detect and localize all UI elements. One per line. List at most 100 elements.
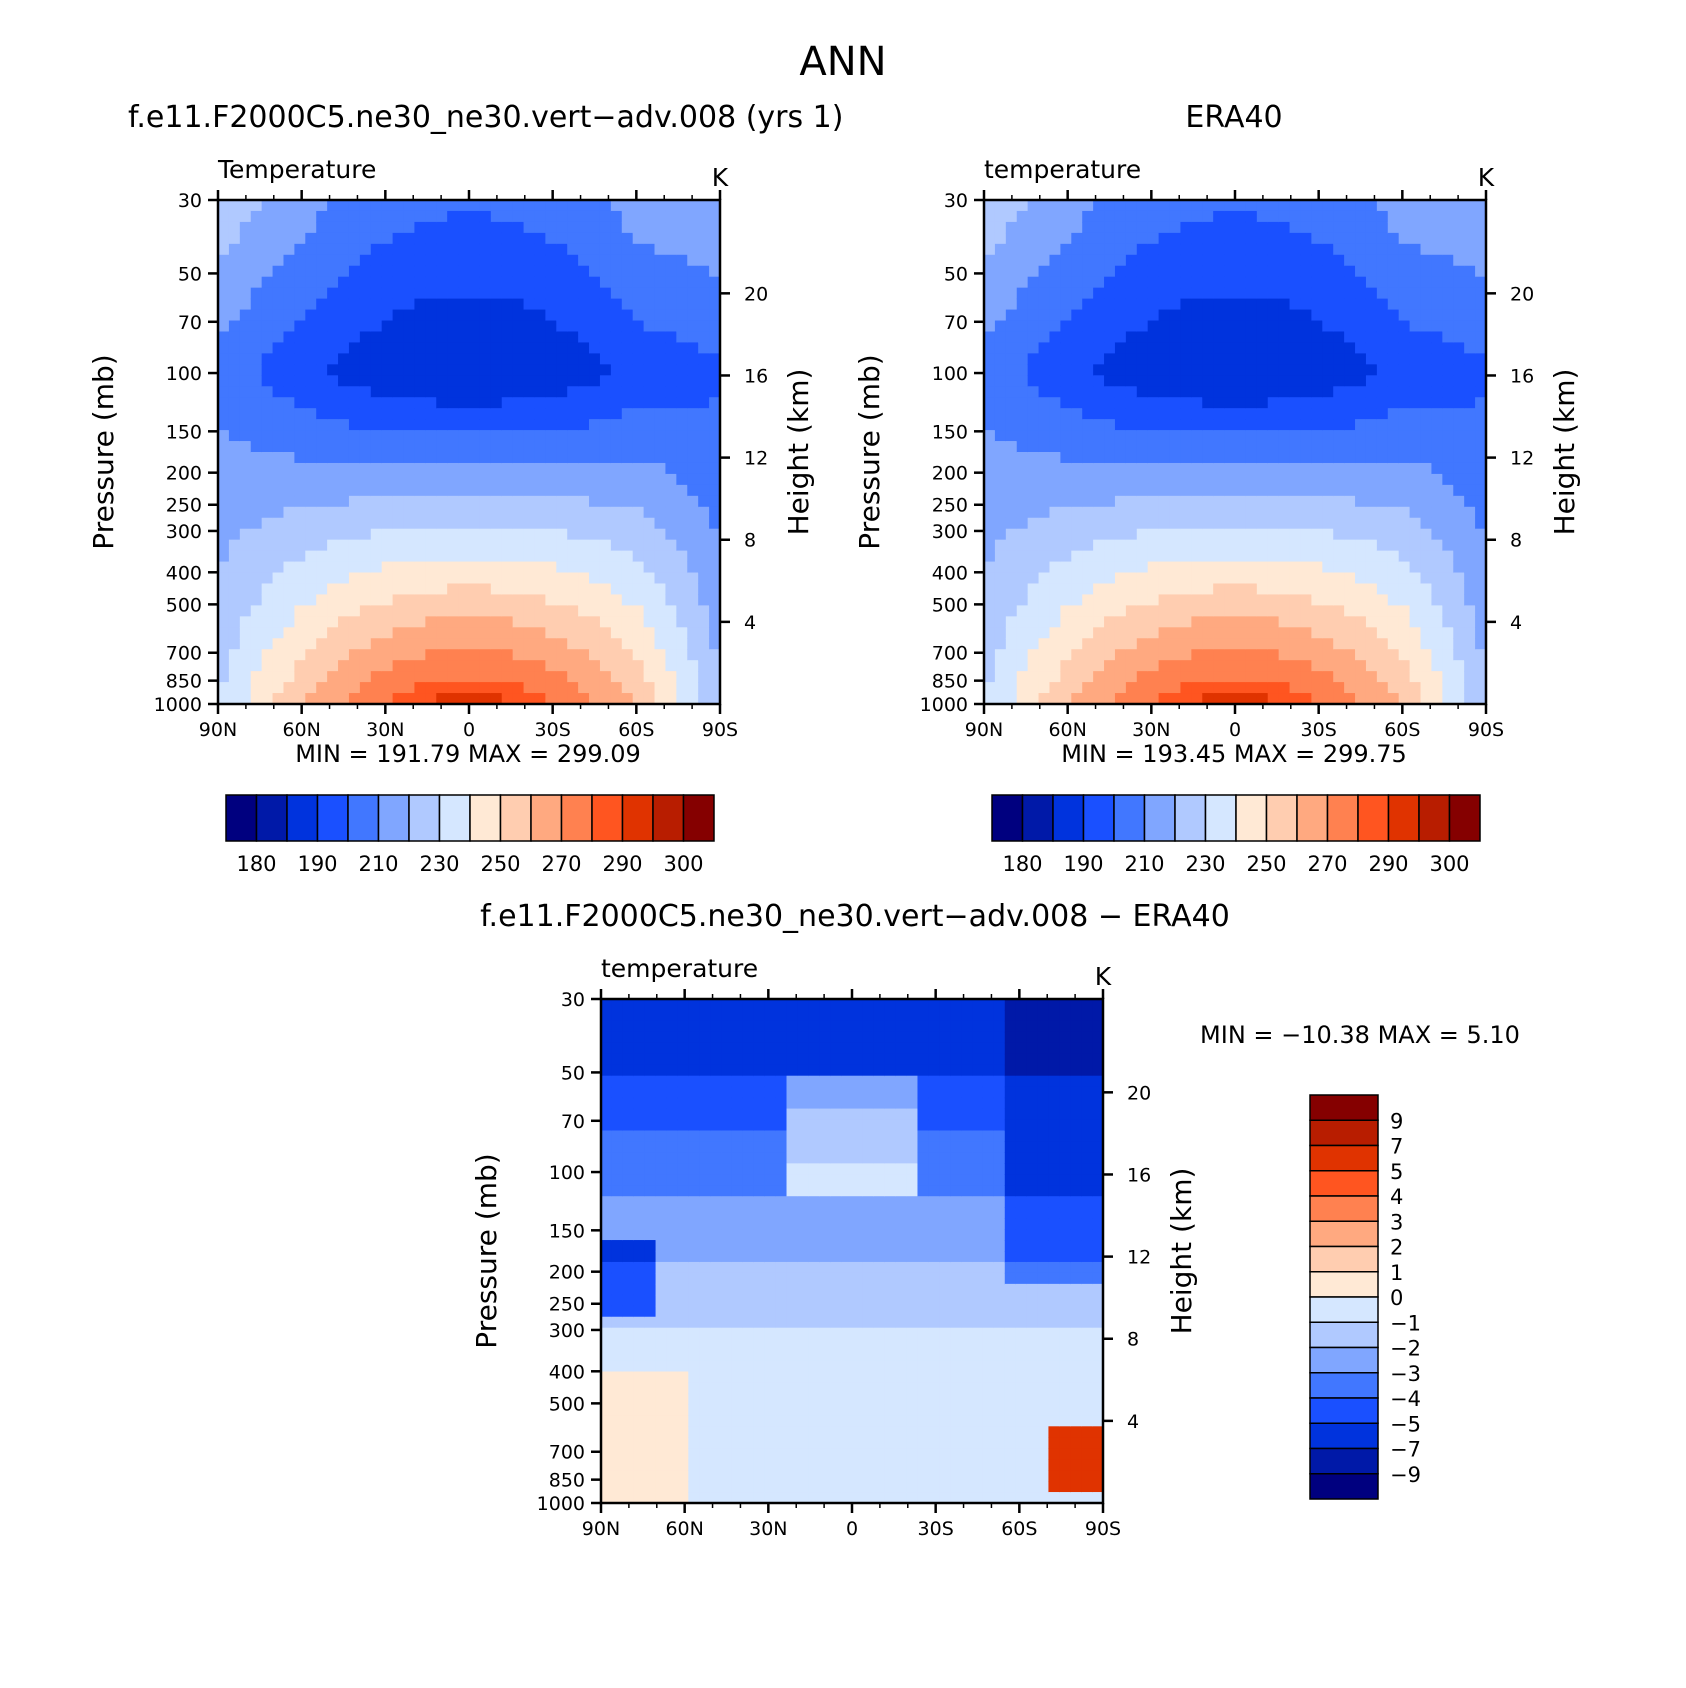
contour-cell xyxy=(1322,408,1334,420)
contour-cell xyxy=(1027,682,1040,694)
contour-cell xyxy=(699,1459,711,1471)
contour-cell xyxy=(1147,254,1160,267)
contour-cell xyxy=(1311,539,1323,552)
contour-cell xyxy=(501,364,514,376)
contour-cell xyxy=(676,561,688,574)
contour-cell xyxy=(1104,265,1116,278)
contour-cell xyxy=(1442,539,1454,552)
colorbar-label: 230 xyxy=(1185,852,1225,876)
contour-cell xyxy=(403,331,416,344)
contour-cell xyxy=(272,638,285,650)
contour-cell xyxy=(1060,539,1072,552)
contour-cell xyxy=(447,309,459,322)
contour-cell xyxy=(316,265,328,278)
colorbar-swatch xyxy=(1448,794,1481,842)
contour-cell xyxy=(1093,243,1105,256)
contour-cell xyxy=(261,649,274,661)
contour-cell xyxy=(611,1174,624,1186)
contour-cell xyxy=(1256,265,1269,278)
contour-cell xyxy=(1125,309,1138,322)
contour-cell xyxy=(1278,309,1291,322)
contour-cell xyxy=(534,265,546,278)
contour-cell xyxy=(1333,375,1345,387)
contour-cell xyxy=(1256,462,1269,475)
contour-cell xyxy=(1256,342,1269,354)
contour-cell xyxy=(1398,386,1411,398)
contour-cell xyxy=(272,243,285,256)
contour-cell xyxy=(1038,309,1051,322)
contour-cell xyxy=(501,243,514,256)
contour-cell xyxy=(1376,243,1389,256)
contour-cell xyxy=(239,550,252,563)
contour-cell xyxy=(1453,276,1465,289)
contour-cell xyxy=(632,353,645,365)
contour-cell xyxy=(1322,462,1334,475)
contour-cell xyxy=(447,462,459,475)
contour-cell xyxy=(1409,232,1422,245)
contour-cell xyxy=(699,1371,711,1384)
contour-cell xyxy=(1245,210,1258,223)
contour-cell xyxy=(1365,331,1378,344)
contour-cell xyxy=(1464,495,1476,508)
contour-cell xyxy=(316,276,328,289)
colorbar-label: 190 xyxy=(297,852,337,876)
contour-cell xyxy=(381,243,394,256)
contour-cell xyxy=(1420,221,1433,234)
contour-cell xyxy=(305,517,317,530)
contour-cell xyxy=(1104,364,1116,376)
contour-cell xyxy=(1267,671,1280,683)
contour-cell xyxy=(621,243,634,256)
contour-cell xyxy=(676,649,688,661)
contour-cell xyxy=(414,254,426,267)
contour-cell xyxy=(414,265,426,278)
contour-cell xyxy=(984,276,996,289)
contour-cell xyxy=(698,452,710,464)
contour-cell xyxy=(1082,276,1094,289)
contour-cell xyxy=(632,660,645,672)
contour-cell xyxy=(1475,408,1487,420)
contour-cell xyxy=(632,583,645,596)
contour-cell xyxy=(523,210,536,223)
contour-cell xyxy=(316,353,328,365)
contour-cell xyxy=(556,583,568,596)
contour-cell xyxy=(250,375,263,387)
contour-cell xyxy=(1038,539,1051,552)
contour-cell xyxy=(512,671,525,683)
contour-cell xyxy=(633,1283,646,1296)
contour-cell xyxy=(403,265,416,278)
contour-cell xyxy=(578,495,590,508)
contour-cell xyxy=(1267,583,1280,596)
contour-cell xyxy=(1442,430,1454,442)
contour-cell xyxy=(1333,386,1345,398)
contour-cell xyxy=(611,1459,624,1471)
contour-cell xyxy=(589,462,601,475)
contour-cell xyxy=(469,561,481,574)
contour-cell xyxy=(370,210,383,223)
contour-cell xyxy=(1147,353,1160,365)
contour-cell xyxy=(1333,287,1345,300)
page-title: ANN xyxy=(799,39,886,85)
contour-cell xyxy=(403,298,416,311)
contour-cell xyxy=(1387,660,1400,672)
contour-cell xyxy=(228,660,241,672)
y2-tick-label: 4 xyxy=(744,612,756,634)
contour-cell xyxy=(1005,342,1018,354)
contour-cell xyxy=(403,484,416,497)
contour-cell xyxy=(436,342,448,354)
contour-cell xyxy=(228,408,241,420)
contour-cell xyxy=(534,682,546,694)
contour-cell xyxy=(1147,506,1160,519)
contour-cell xyxy=(370,342,383,354)
contour-cell xyxy=(294,506,306,519)
contour-cell xyxy=(632,572,645,585)
contour-cell xyxy=(1420,594,1433,606)
contour-cell xyxy=(666,1261,678,1274)
contour-cell xyxy=(447,342,459,354)
contour-cell xyxy=(228,200,241,212)
contour-cell xyxy=(348,386,361,398)
contour-cell xyxy=(1398,506,1411,519)
contour-cell xyxy=(1049,539,1061,552)
contour-cell xyxy=(1398,517,1411,530)
contour-cell xyxy=(676,539,688,552)
contour-cell xyxy=(1202,693,1214,705)
